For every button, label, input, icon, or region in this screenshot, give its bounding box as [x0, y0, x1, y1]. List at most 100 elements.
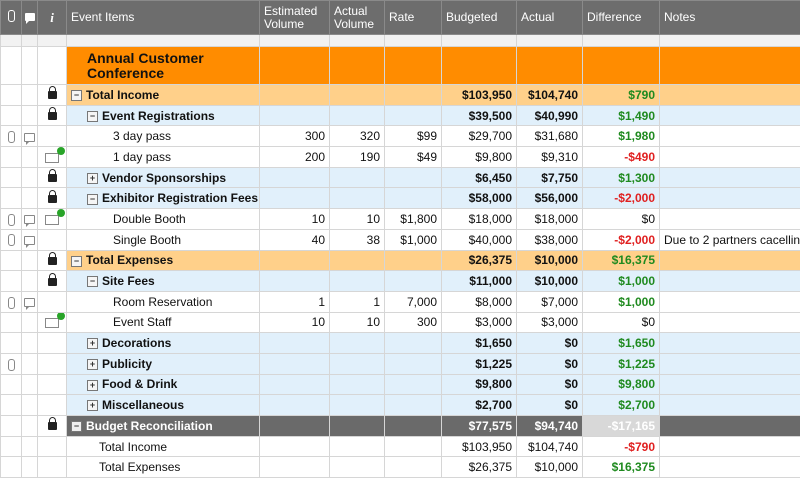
actual-cell[interactable]: $104,740 [516, 84, 583, 106]
actual-cell[interactable]: $104,740 [516, 435, 583, 458]
estimated-volume-cell[interactable]: 40 [259, 228, 330, 251]
notes-cell[interactable] [659, 332, 800, 354]
notes-cell[interactable] [659, 104, 800, 127]
actual-cell[interactable]: $9,310 [516, 146, 583, 168]
actual-volume-cell[interactable]: 38 [329, 228, 385, 251]
update-request-icon[interactable] [45, 147, 65, 163]
expand-toggle[interactable]: + [87, 359, 98, 371]
row-label[interactable]: Total Income [66, 435, 260, 458]
budgeted-cell[interactable]: $77,575 [441, 415, 517, 437]
budgeted-cell[interactable]: $26,375 [441, 456, 517, 479]
difference-cell[interactable]: $16,375 [582, 249, 660, 272]
notes-cell[interactable] [659, 311, 800, 334]
rate-cell[interactable]: 7,000 [384, 290, 442, 313]
estimated-volume-cell[interactable]: 200 [259, 146, 330, 168]
event-items-header[interactable]: Event Items [66, 0, 260, 35]
difference-cell[interactable]: $16,375 [582, 456, 660, 479]
actual-cell[interactable]: $94,740 [516, 415, 583, 437]
row-label[interactable]: Double Booth [66, 208, 260, 230]
budgeted-cell[interactable]: $1,225 [441, 352, 517, 375]
actual-cell[interactable]: $0 [516, 332, 583, 354]
actual-volume-cell[interactable]: 190 [329, 146, 385, 168]
comment-icon[interactable] [24, 215, 35, 228]
notes-cell[interactable] [659, 84, 800, 106]
actual-cell[interactable]: $7,000 [516, 290, 583, 313]
actual-cell[interactable]: $10,000 [516, 456, 583, 479]
attachment-column-header[interactable] [0, 0, 22, 35]
sheet-title[interactable]: Annual Customer Conference [66, 46, 260, 85]
estimated-volume-cell[interactable]: 10 [259, 311, 330, 334]
difference-cell[interactable]: $1,300 [582, 166, 660, 189]
actual-cell[interactable]: $40,990 [516, 104, 583, 127]
collapse-toggle[interactable]: − [87, 276, 98, 288]
budgeted-cell[interactable]: $103,950 [441, 435, 517, 458]
budgeted-cell[interactable]: $26,375 [441, 249, 517, 272]
actual-cell[interactable]: $10,000 [516, 249, 583, 272]
notes-cell[interactable] [659, 373, 800, 396]
collapse-toggle[interactable]: − [87, 193, 98, 205]
actual-header[interactable]: Actual [516, 0, 583, 35]
actual-cell[interactable]: $0 [516, 373, 583, 396]
actual-volume-cell[interactable]: 10 [329, 311, 385, 334]
actual-volume-cell[interactable]: 1 [329, 290, 385, 313]
comment-icon[interactable] [24, 132, 35, 145]
budgeted-cell[interactable]: $11,000 [441, 270, 517, 292]
expand-toggle[interactable]: + [87, 400, 98, 412]
notes-header[interactable]: Notes [659, 0, 800, 35]
expand-toggle[interactable]: + [87, 379, 98, 391]
rate-cell[interactable]: $1,800 [384, 208, 442, 230]
expand-toggle[interactable]: + [87, 338, 98, 350]
row-label[interactable]: Room Reservation [66, 290, 260, 313]
collapse-toggle[interactable]: − [71, 90, 82, 102]
notes-cell[interactable] [659, 435, 800, 458]
paperclip-icon[interactable] [7, 296, 15, 309]
rate-cell[interactable]: 300 [384, 311, 442, 334]
row-label[interactable]: Event Staff [66, 311, 260, 334]
info-column-header[interactable]: i [37, 0, 67, 35]
budgeted-cell[interactable]: $39,500 [441, 104, 517, 127]
rate-cell[interactable]: $1,000 [384, 228, 442, 251]
rate-header[interactable]: Rate [384, 0, 442, 35]
paperclip-icon[interactable] [7, 213, 15, 226]
difference-cell[interactable]: $0 [582, 311, 660, 334]
paperclip-icon[interactable] [7, 131, 15, 144]
paperclip-icon[interactable] [7, 234, 15, 247]
difference-cell[interactable]: -$490 [582, 146, 660, 168]
estimated-volume-header[interactable]: Estimated Volume [259, 0, 330, 35]
budgeted-cell[interactable]: $1,650 [441, 332, 517, 354]
expand-toggle[interactable]: + [87, 172, 98, 184]
budgeted-cell[interactable]: $3,000 [441, 311, 517, 334]
actual-cell[interactable]: $0 [516, 352, 583, 375]
notes-cell[interactable] [659, 415, 800, 437]
difference-cell[interactable]: $1,225 [582, 352, 660, 375]
difference-cell[interactable]: $9,800 [582, 373, 660, 396]
collapse-toggle[interactable]: − [71, 421, 82, 433]
actual-cell[interactable]: $0 [516, 394, 583, 416]
budgeted-cell[interactable]: $9,800 [441, 146, 517, 168]
budgeted-cell[interactable]: $29,700 [441, 125, 517, 148]
notes-cell[interactable] [659, 166, 800, 189]
estimated-volume-cell[interactable]: 1 [259, 290, 330, 313]
difference-cell[interactable]: $0 [582, 208, 660, 230]
notes-cell[interactable] [659, 146, 800, 168]
difference-header[interactable]: Difference [582, 0, 660, 35]
notes-cell[interactable] [659, 394, 800, 416]
actual-volume-cell[interactable]: 320 [329, 125, 385, 148]
difference-cell[interactable]: -$2,000 [582, 187, 660, 210]
update-request-icon[interactable] [45, 313, 65, 329]
budgeted-cell[interactable]: $58,000 [441, 187, 517, 210]
row-label[interactable]: Single Booth [66, 228, 260, 251]
budgeted-cell[interactable]: $18,000 [441, 208, 517, 230]
comment-icon[interactable] [24, 235, 35, 248]
actual-volume-cell[interactable]: 10 [329, 208, 385, 230]
budgeted-cell[interactable]: $40,000 [441, 228, 517, 251]
actual-cell[interactable]: $38,000 [516, 228, 583, 251]
notes-cell[interactable] [659, 208, 800, 230]
notes-cell[interactable]: Due to 2 partners cacelling [659, 228, 800, 251]
estimated-volume-cell[interactable]: 300 [259, 125, 330, 148]
budgeted-cell[interactable]: $8,000 [441, 290, 517, 313]
notes-cell[interactable] [659, 187, 800, 210]
notes-cell[interactable] [659, 352, 800, 375]
actual-cell[interactable]: $31,680 [516, 125, 583, 148]
difference-cell[interactable]: $1,000 [582, 290, 660, 313]
